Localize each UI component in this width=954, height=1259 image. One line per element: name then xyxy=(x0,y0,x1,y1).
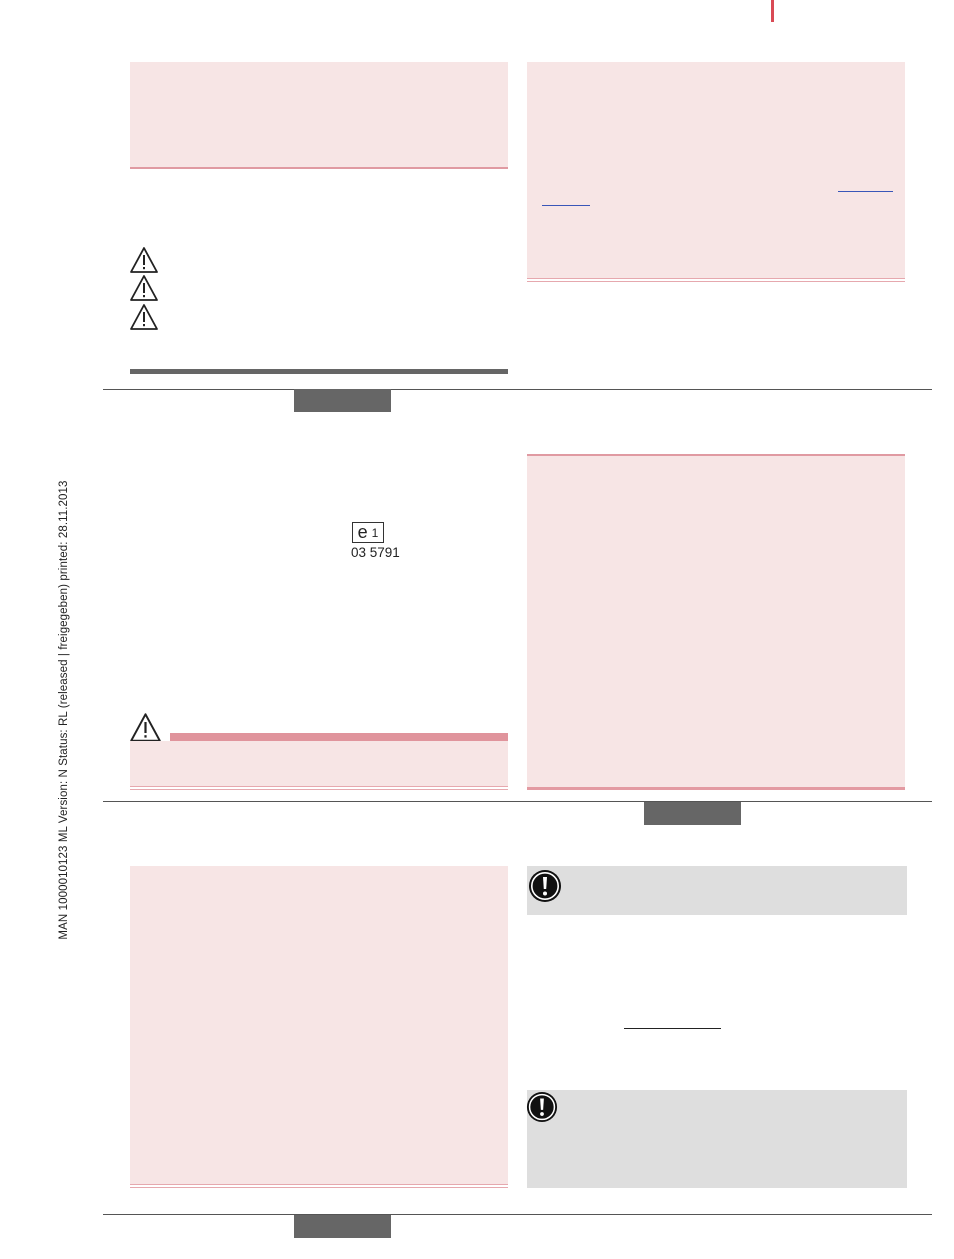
note-box xyxy=(527,866,907,915)
pink-panel-bottom-left xyxy=(130,866,508,1184)
warning-triangle-icon xyxy=(130,304,158,330)
page-divider xyxy=(103,389,932,390)
section-tab xyxy=(644,802,741,825)
section-tab xyxy=(294,1215,391,1238)
top-edge-marker xyxy=(771,0,774,22)
page-divider xyxy=(103,801,932,802)
approval-mark-letter: e xyxy=(357,522,368,542)
document-status-text: MAN 1000010123 ML Version: N Status: RL … xyxy=(58,480,70,940)
panel-rule xyxy=(527,787,905,790)
section-tab xyxy=(294,389,391,412)
section-end-bar xyxy=(130,369,508,374)
exclamation-circle-icon xyxy=(526,1091,558,1123)
panel-rule xyxy=(130,1184,508,1185)
page-divider xyxy=(103,1214,932,1215)
link-underline[interactable] xyxy=(542,205,590,206)
approval-mark-code: 03 5791 xyxy=(351,545,400,560)
panel-rule xyxy=(527,454,905,456)
panel-rule xyxy=(130,789,508,790)
note-box xyxy=(527,1090,907,1188)
panel-rule xyxy=(130,1187,508,1188)
pink-panel-top-left xyxy=(130,62,508,167)
warning-header-bar xyxy=(170,733,508,741)
warning-triangle-icon xyxy=(130,247,158,273)
panel-rule xyxy=(130,786,508,787)
panel-rule xyxy=(527,278,905,279)
warning-panel xyxy=(130,741,508,786)
panel-rule xyxy=(130,167,508,169)
warning-triangle-icon xyxy=(130,713,161,742)
pink-panel-top-right xyxy=(527,62,905,278)
exclamation-circle-icon xyxy=(529,870,561,902)
approval-mark-number: 1 xyxy=(371,526,379,540)
pink-panel-middle-right xyxy=(527,456,905,787)
warning-triangle-icon xyxy=(130,275,158,301)
link-underline[interactable] xyxy=(838,191,893,192)
panel-rule xyxy=(527,281,905,282)
fill-in-blank[interactable] xyxy=(624,1028,721,1029)
